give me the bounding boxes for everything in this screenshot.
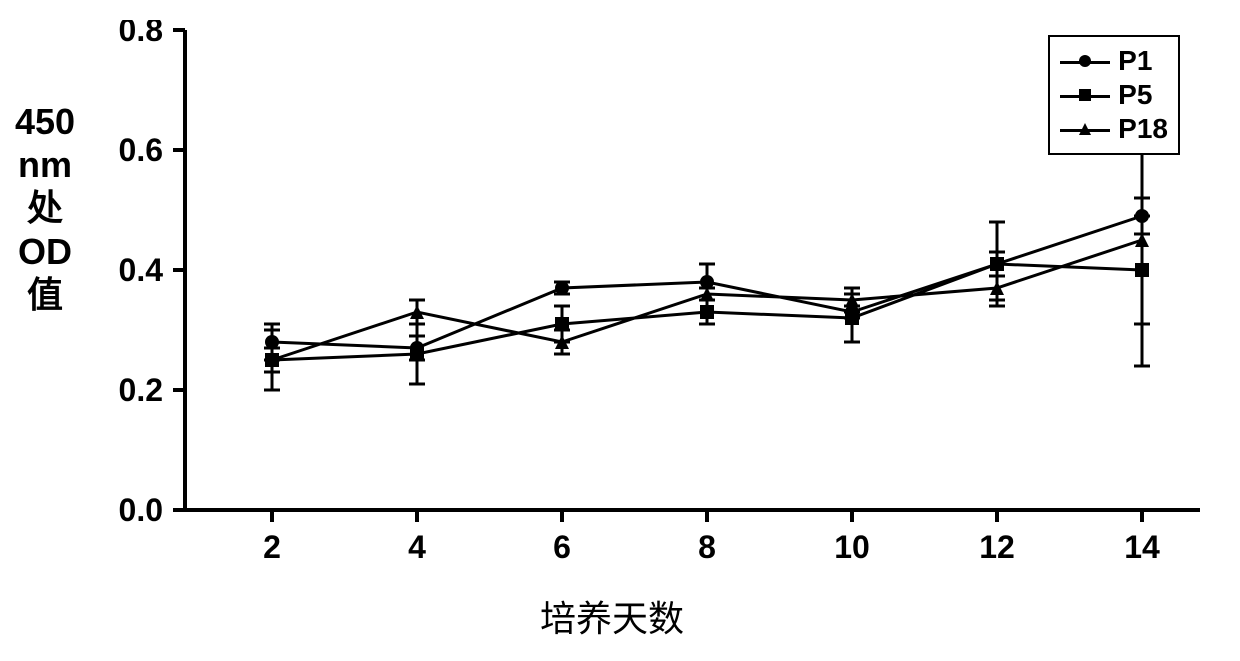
x-axis-label: 培养天数: [540, 590, 684, 642]
svg-text:2: 2: [263, 529, 281, 565]
legend: P1 P5 P18: [1048, 35, 1180, 155]
y-label-line: 处: [5, 186, 85, 229]
legend-marker-triangle: [1060, 119, 1110, 139]
y-label-line: 值: [5, 273, 85, 316]
svg-text:0.4: 0.4: [119, 252, 164, 288]
svg-text:14: 14: [1124, 529, 1160, 565]
y-axis-label: 450 nm 处 OD 值: [5, 100, 85, 316]
y-label-line: OD: [5, 230, 85, 273]
legend-label: P5: [1118, 79, 1152, 111]
legend-item: P1: [1060, 45, 1168, 77]
svg-text:0.8: 0.8: [119, 20, 163, 48]
svg-text:6: 6: [553, 529, 571, 565]
svg-text:4: 4: [408, 529, 426, 565]
svg-text:8: 8: [698, 529, 716, 565]
y-label-line: 450: [5, 100, 85, 143]
y-label-line: nm: [5, 143, 85, 186]
svg-text:0.2: 0.2: [119, 372, 163, 408]
legend-marker-square: [1060, 85, 1110, 105]
chart-container: 0.00.20.40.60.82468101214 450 nm 处 OD 值 …: [20, 20, 1220, 640]
chart-svg: 0.0 0.2 0.4 0.6 0.8 2 4 6 8 10 12 14: [20, 20, 1220, 640]
svg-text:0.6: 0.6: [119, 132, 163, 168]
svg-text:12: 12: [979, 529, 1015, 565]
legend-label: P1: [1118, 45, 1152, 77]
legend-item: P5: [1060, 79, 1168, 111]
legend-item: P18: [1060, 113, 1168, 145]
svg-text:0.0: 0.0: [119, 492, 163, 528]
svg-text:10: 10: [834, 529, 870, 565]
legend-marker-circle: [1060, 51, 1110, 71]
legend-label: P18: [1118, 113, 1168, 145]
